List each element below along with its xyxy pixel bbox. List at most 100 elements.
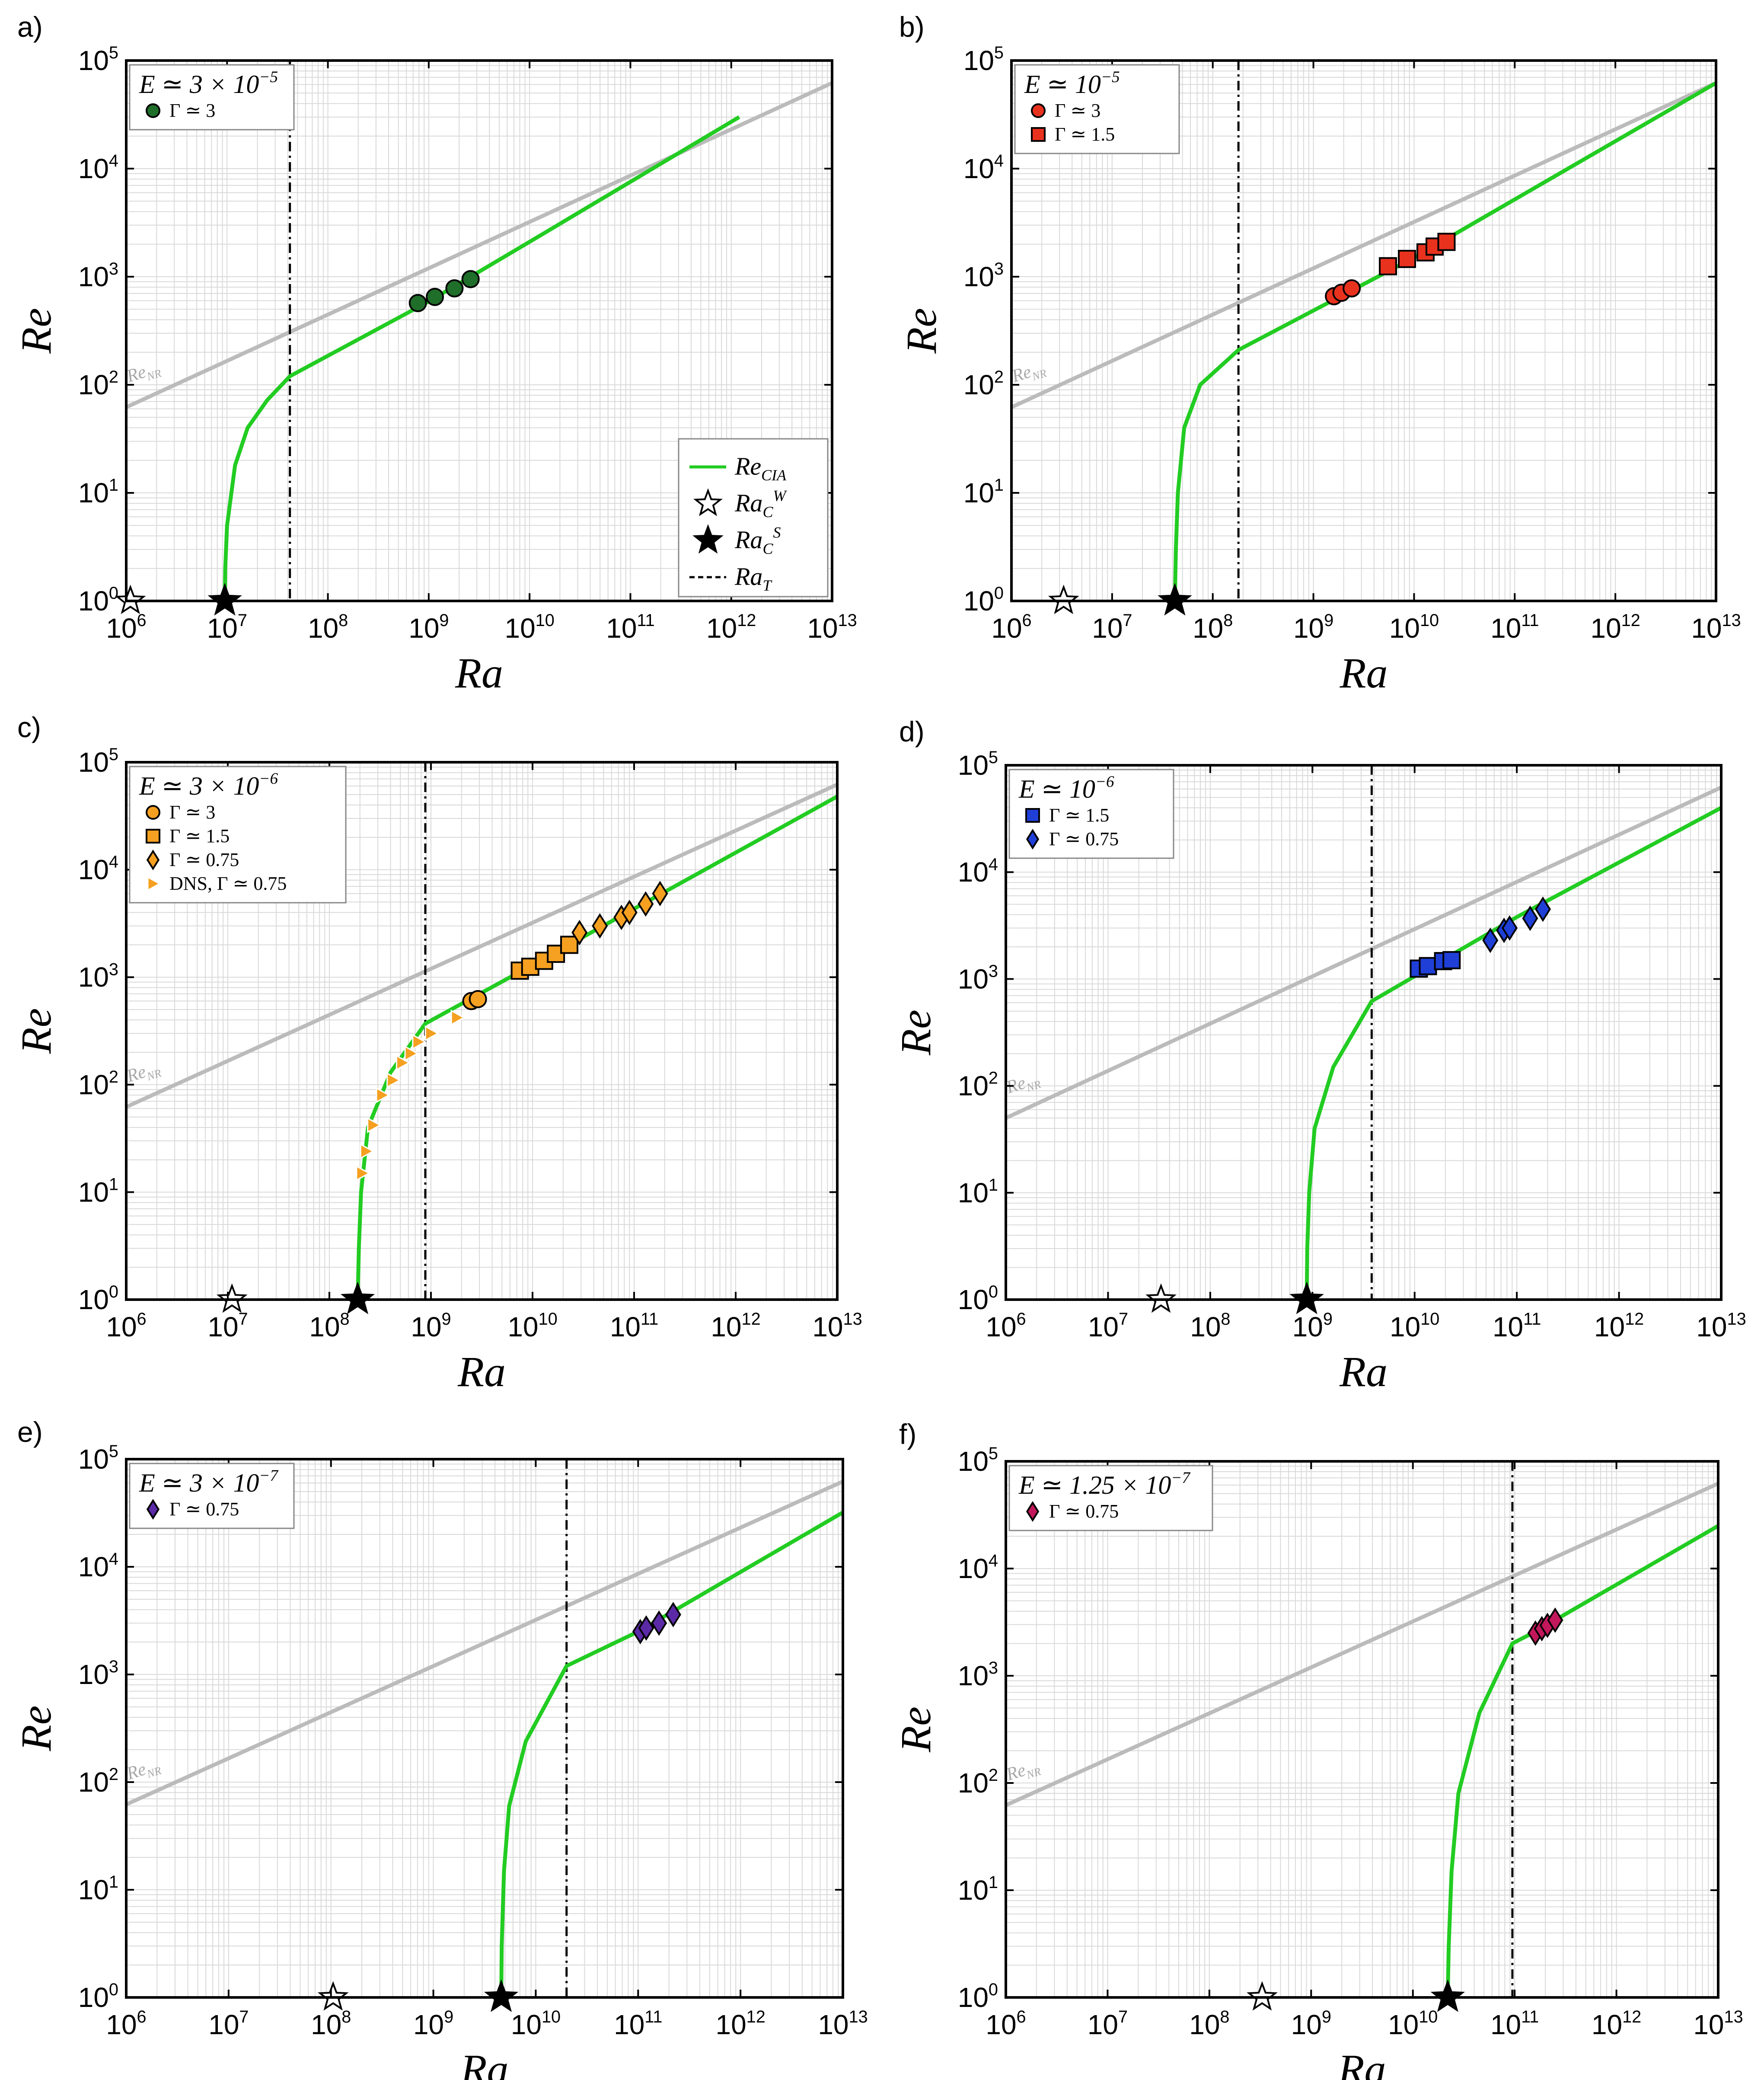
x-tick-label: 1010 (507, 1310, 557, 1342)
legend-marker (1025, 808, 1040, 823)
legend-title: E ≃ 3 × 10−7 (139, 1467, 279, 1497)
data-point (469, 990, 487, 1008)
x-tick-label: 1012 (715, 2007, 765, 2040)
legend-item-label: Γ ≃ 0.75 (1049, 1501, 1119, 1522)
legend-item-label: Γ ≃ 1.5 (169, 825, 230, 847)
y-tick-label: 104 (78, 151, 118, 184)
data-point (1482, 927, 1499, 953)
y-tick-label: 104 (78, 853, 118, 885)
ra-cw-star (1048, 585, 1079, 614)
x-tick-label: 109 (413, 2007, 453, 2040)
x-tick-label: 108 (1190, 1310, 1230, 1342)
series-3 (356, 1010, 466, 1182)
legend-box (129, 64, 295, 131)
data-point (665, 1602, 681, 1627)
re-nr-line (126, 81, 832, 409)
y-axis-label: Re (12, 1706, 60, 1751)
series-1 (1482, 896, 1551, 953)
re-cia-curve (223, 115, 740, 601)
re-nr-line (126, 1479, 843, 1806)
y-tick-label: 102 (78, 1765, 118, 1798)
legend-item-label: Γ ≃ 3 (169, 100, 215, 121)
legend-title: E ≃ 3 × 10−6 (139, 770, 278, 800)
ra-cs-star (340, 1281, 375, 1314)
panel-label: b) (899, 11, 925, 43)
x-tick-label: 1011 (1493, 1310, 1541, 1342)
grid (126, 762, 837, 1300)
x-tick-label: 1012 (711, 1310, 760, 1342)
main-legend-label: RaT (734, 562, 772, 594)
x-tick-label: 1010 (1388, 2007, 1438, 2040)
data-point (412, 1034, 427, 1050)
main-legend-box (678, 438, 829, 597)
legend-box (129, 1463, 295, 1529)
x-tick-label: 1013 (812, 1310, 862, 1342)
y-tick-label: 105 (78, 43, 118, 76)
series-0 (1527, 1607, 1563, 1646)
data-point (1437, 233, 1456, 251)
legend-item-label: Γ ≃ 0.75 (169, 1498, 239, 1520)
x-tick-label: 109 (1292, 1310, 1333, 1342)
data-point (592, 913, 608, 939)
grid (1011, 61, 1716, 601)
y-tick-label: 101 (78, 476, 118, 508)
x-tick-label: 1011 (1490, 611, 1539, 644)
x-axis-label: Ra (455, 649, 503, 697)
series-0 (408, 270, 480, 313)
series-legend: E ≃ 3 × 10−5Γ ≃ 3 (129, 64, 295, 131)
x-tick-label: 108 (308, 611, 348, 644)
legend-title: E ≃ 10−6 (1018, 773, 1114, 803)
x-tick-label: 1011 (606, 611, 654, 644)
x-axis-label: Ra (460, 2045, 508, 2080)
x-tick-label: 106 (106, 1310, 146, 1342)
y-tick-label: 102 (958, 1069, 998, 1102)
panel-label: e) (17, 1416, 43, 1448)
y-tick-label: 103 (958, 1658, 998, 1691)
data-point (426, 288, 444, 306)
axes-frame (125, 1458, 844, 1999)
ra-cs-star (1158, 583, 1192, 616)
x-tick-label: 109 (408, 611, 449, 644)
series-1 (1378, 233, 1456, 275)
panel-label: c) (17, 711, 41, 743)
data-point (1522, 905, 1538, 931)
y-tick-label: 101 (958, 1176, 998, 1208)
plot-area (126, 1459, 843, 1997)
legend-open-star (693, 488, 723, 516)
ra-cs-star (1430, 1979, 1465, 2012)
x-tick-label: 106 (991, 611, 1031, 644)
legend-box (129, 766, 347, 904)
series-1 (510, 936, 579, 980)
series-0 (1325, 279, 1361, 306)
legend-marker (147, 876, 161, 891)
grid (126, 1459, 843, 1997)
legend-title: E ≃ 1.25 × 10−7 (1018, 1469, 1191, 1499)
axes-frame (125, 761, 839, 1301)
x-tick-label: 109 (1291, 2007, 1331, 2040)
x-tick-label: 1011 (1490, 2007, 1539, 2040)
data-point (1534, 896, 1551, 922)
series-0 (462, 990, 487, 1010)
data-point (1419, 957, 1437, 975)
series-0 (1410, 951, 1461, 978)
x-tick-label: 1013 (807, 611, 857, 644)
x-axis-label: Ra (457, 1348, 506, 1396)
legend-marker (146, 103, 160, 118)
data-point (396, 1054, 411, 1071)
y-tick-label: 105 (958, 1444, 998, 1477)
re-cia-curve (1173, 81, 1716, 601)
x-axis-label: Ra (1339, 649, 1388, 697)
panel-label: d) (899, 716, 925, 748)
re-nr-line (1011, 81, 1716, 409)
y-tick-label: 104 (958, 855, 998, 888)
data-point (360, 1143, 375, 1160)
ra-cs-star (1289, 1281, 1324, 1314)
data-point (386, 1072, 401, 1089)
re-nr-line (1006, 1482, 1718, 1807)
y-tick-label: 104 (78, 1550, 118, 1582)
re-cia-curve (499, 1511, 843, 1997)
